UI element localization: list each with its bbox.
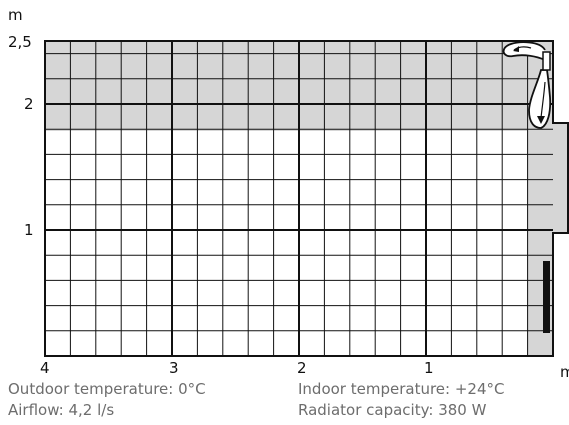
indoor-temperature-caption: Indoor temperature: +24°C xyxy=(298,380,505,398)
room-grid xyxy=(45,41,553,356)
curved-airflow-arrow-icon xyxy=(502,41,546,61)
y-axis-unit: m xyxy=(8,6,23,24)
y-tick-label: 2 xyxy=(24,95,34,113)
radiator-capacity-caption: Radiator capacity: 380 W xyxy=(298,401,487,419)
x-tick-label: 4 xyxy=(40,359,50,377)
airflow-caption: Airflow: 4,2 l/s xyxy=(8,401,115,419)
x-tick-label: 3 xyxy=(169,359,179,377)
x-tick-label: 1 xyxy=(424,359,434,377)
y-tick-label: 1 xyxy=(24,221,34,239)
radiator-icon xyxy=(543,261,550,333)
air-vent-icon xyxy=(542,51,551,71)
room-outline xyxy=(44,40,569,357)
warm-air-zones xyxy=(45,41,568,356)
x-tick-label: 2 xyxy=(297,359,307,377)
y-tick-label: 2,5 xyxy=(8,33,32,51)
room-airflow-diagram: m 2,5 2 1 4 3 2 1 m xyxy=(8,6,569,380)
x-axis-unit: m xyxy=(560,363,569,380)
window-recess xyxy=(553,123,568,233)
outdoor-temperature-caption: Outdoor temperature: 0°C xyxy=(8,380,206,398)
downward-airflow-arrow-icon xyxy=(528,69,552,129)
